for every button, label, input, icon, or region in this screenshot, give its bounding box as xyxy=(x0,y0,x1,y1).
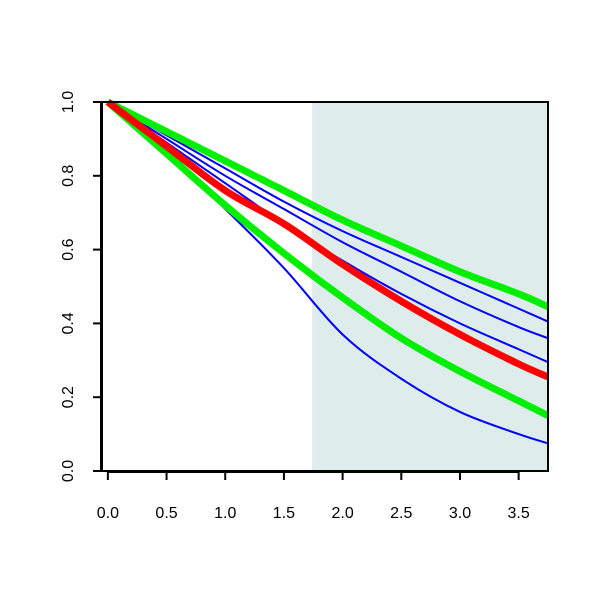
x-tick-label: 1.5 xyxy=(273,505,295,522)
y-tick-label: 0.6 xyxy=(60,238,77,260)
y-tick-label: 0.2 xyxy=(60,386,77,408)
series-line-3 xyxy=(107,101,549,340)
y-tick-label: 1.0 xyxy=(60,91,77,113)
series-line-4 xyxy=(107,101,549,323)
x-tick-label: 0.0 xyxy=(97,505,119,522)
series-line-5 xyxy=(105,99,550,419)
x-tick-label: 0.5 xyxy=(155,505,177,522)
x-tick-label: 2.5 xyxy=(390,505,412,522)
x-tick-label: 1.0 xyxy=(214,505,236,522)
x-tick-label: 3.0 xyxy=(449,505,471,522)
y-tick-label: 0.8 xyxy=(60,165,77,187)
series-group xyxy=(105,98,550,445)
x-tick-label: 2.0 xyxy=(331,505,353,522)
y-tick-label: 0.0 xyxy=(60,460,77,482)
y-tick-label: 0.4 xyxy=(60,312,77,334)
series-line-6 xyxy=(106,98,550,310)
axes: 0.0 0.5 1.0 1.5 2.0 2.5 3.0 3.5 0.0 0.2 0.4 0.6 0.8 1… xyxy=(60,91,549,522)
series-line-7 xyxy=(105,99,550,381)
x-tick-label: 3.5 xyxy=(508,505,530,522)
